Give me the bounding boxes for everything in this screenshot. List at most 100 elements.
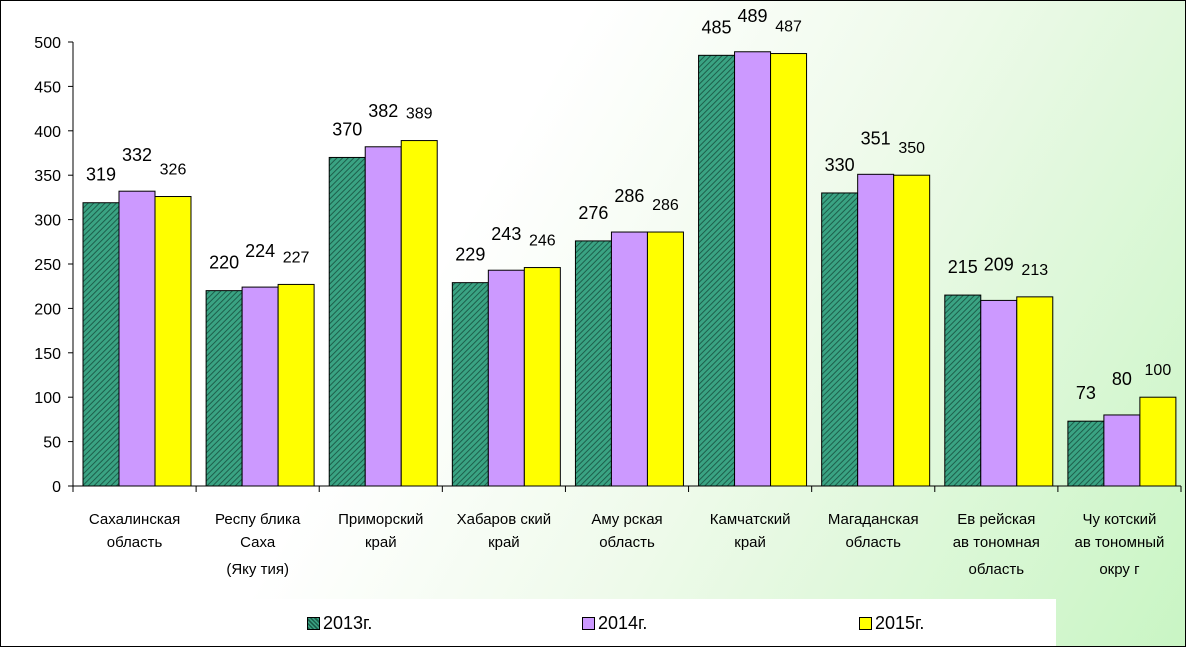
data-label: 209: [984, 254, 1014, 274]
x-tick-label-line: Камчатский: [710, 511, 791, 528]
legend-swatch: [582, 616, 595, 630]
legend: [211, 599, 1056, 646]
bar-2015г.: [893, 174, 931, 487]
data-label: 350: [898, 140, 925, 157]
x-tick-label-line: Ев рейская: [957, 511, 1035, 528]
bar-2013г.: [451, 282, 489, 487]
bar-2013г.: [82, 202, 120, 487]
bar-2015г.: [1016, 296, 1054, 487]
data-label: 276: [578, 203, 608, 223]
bar-2013г.: [1067, 420, 1105, 487]
data-label: 246: [529, 233, 556, 250]
data-label: 286: [614, 186, 644, 206]
y-tick-label: 100: [34, 390, 61, 407]
y-tick-label: 350: [34, 168, 61, 185]
axes: 0 50 100 150 200 250 300 350 400 450 500 Сахалинска…: [34, 35, 1182, 578]
x-tick-label: Хабаров ский край: [457, 511, 552, 551]
x-tick-label: Респу блика Саха (Яку тия): [215, 511, 301, 578]
data-label: 213: [1021, 262, 1048, 279]
legend-swatch: [859, 616, 872, 630]
data-label: 100: [1145, 362, 1172, 379]
x-tick-label: Магаданская область: [828, 511, 919, 551]
data-label: 215: [948, 257, 978, 277]
x-tick-label-line: окру г: [1099, 561, 1140, 578]
data-label: 332: [122, 145, 152, 165]
data-label: 489: [738, 6, 768, 26]
legend-item: 2015г.: [859, 613, 924, 633]
bar-2013г.: [698, 54, 736, 487]
bar-2014г.: [610, 231, 648, 487]
x-tick-label: Ев рейская ав тономная область: [953, 511, 1040, 578]
y-tick-label: 300: [34, 213, 61, 230]
data-label: 80: [1112, 369, 1132, 389]
x-tick-label-line: ав тономная: [953, 534, 1040, 551]
bar-2013г.: [944, 294, 982, 487]
data-label: 330: [825, 155, 855, 175]
legend-label: 2013г.: [323, 612, 373, 633]
x-tick-label: Приморский край: [338, 511, 423, 551]
y-tick-label: 500: [34, 35, 61, 52]
x-tick-label-line: Приморский: [338, 511, 423, 528]
data-label: 370: [332, 119, 362, 139]
x-tick-label-line: область: [845, 534, 901, 551]
x-tick-label: Аму рская область: [591, 511, 662, 551]
bar-2014г.: [980, 299, 1018, 487]
x-tick-label-line: область: [969, 561, 1025, 578]
bar-2013г.: [328, 156, 366, 487]
x-tick-label: Камчатский край: [710, 511, 791, 551]
bar-2014г.: [734, 51, 772, 487]
x-tick-label-line: Магаданская: [828, 511, 919, 528]
data-label: 319: [86, 165, 116, 185]
bar-2013г.: [205, 290, 243, 487]
bar-2015г.: [646, 231, 684, 487]
y-tick-label: 450: [34, 79, 61, 96]
data-label: 224: [245, 241, 275, 261]
bars: [82, 51, 1177, 487]
x-tick-label-line: область: [599, 534, 655, 551]
data-labels: 319 220 370 229 276 485 330 215 73 332 224 382 243 28…: [86, 6, 1171, 403]
x-tick-label-line: Респу блика: [215, 511, 301, 528]
x-tick-label-line: Саха: [240, 534, 276, 551]
bar-2015г.: [523, 267, 561, 487]
x-tick-label-line: край: [488, 534, 520, 551]
x-tick-label-line: Сахалинская: [89, 511, 180, 528]
legend-swatch: [307, 616, 320, 630]
data-label: 286: [652, 197, 679, 214]
x-tick-label: Сахалинская область: [89, 511, 180, 551]
bar-2015г.: [154, 196, 192, 487]
y-tick-label: 150: [34, 346, 61, 363]
data-label: 389: [406, 106, 433, 123]
x-tick-label-line: Хабаров ский: [457, 511, 552, 528]
x-tick-label-line: область: [107, 534, 163, 551]
legend-label: 2014г.: [598, 612, 648, 633]
bar-2014г.: [1103, 414, 1141, 487]
data-label: 382: [368, 101, 398, 121]
data-label: 73: [1076, 383, 1096, 403]
x-tick-label-line: край: [734, 534, 766, 551]
data-label: 351: [861, 128, 891, 148]
bar-2015г.: [400, 140, 438, 487]
legend-label: 2015г.: [875, 612, 925, 633]
bar-2014г.: [487, 269, 525, 487]
bar-2015г.: [1139, 396, 1177, 487]
bar-2013г.: [821, 192, 859, 487]
y-tick-label: 200: [34, 301, 61, 318]
data-label: 326: [160, 162, 187, 179]
x-tick-label-line: край: [365, 534, 397, 551]
y-tick-label: 250: [34, 257, 61, 274]
y-tick-label: 400: [34, 124, 61, 141]
data-label: 220: [209, 253, 239, 273]
x-tick-label: Чу котский ав тономный окру г: [1074, 511, 1164, 578]
bar-2014г.: [857, 173, 895, 487]
bar-2013г.: [574, 240, 612, 487]
y-tick-label: 50: [43, 435, 61, 452]
bar-2014г.: [364, 146, 402, 487]
data-label: 227: [283, 249, 310, 266]
legend-item: 2014г.: [582, 613, 647, 633]
y-tick-label: 0: [52, 479, 61, 496]
x-tick-label-line: ав тономный: [1074, 534, 1164, 551]
data-label: 487: [775, 19, 802, 36]
bar-2015г.: [770, 53, 808, 487]
